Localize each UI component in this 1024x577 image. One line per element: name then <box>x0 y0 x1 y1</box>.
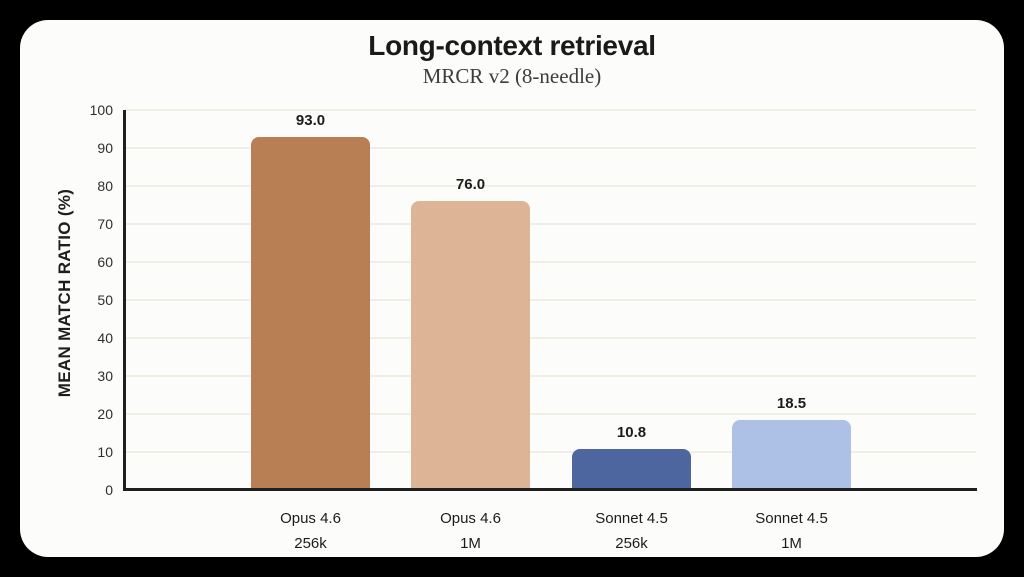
bar-value-label: 76.0 <box>455 176 486 194</box>
x-category-label: Sonnet 4.5 1M <box>712 506 872 556</box>
y-tick-label-40: 40 <box>97 330 113 346</box>
gridline-20 <box>125 413 976 415</box>
gridline-70 <box>125 223 976 225</box>
y-tick-label-100: 100 <box>89 102 113 118</box>
y-tick-label-80: 80 <box>97 178 113 194</box>
gridline-40 <box>125 337 976 339</box>
x-category-context-size: 1M <box>460 535 481 552</box>
x-axis-category-labels: Opus 4.6 256k Opus 4.6 1M Sonnet 4.5 256k Sonn… <box>125 506 976 556</box>
gridline-90 <box>125 147 976 149</box>
y-tick-label-20: 20 <box>97 406 113 422</box>
x-category-context-size: 1M <box>781 535 802 552</box>
y-tick-label-60: 60 <box>97 254 113 270</box>
bar-value-label: 10.8 <box>616 423 647 441</box>
bar-opus-4-6-1m <box>411 201 530 490</box>
gridline-50 <box>125 299 976 301</box>
y-tick-label-30: 30 <box>97 368 113 384</box>
gridline-60 <box>125 261 976 263</box>
y-axis-line <box>123 110 126 491</box>
x-axis-line <box>124 488 977 491</box>
bar-sonnet-4-5-1m <box>732 419 851 490</box>
y-axis-tick-labels: 0 10 20 30 40 50 60 70 80 90 100 <box>70 102 113 498</box>
gridline-80 <box>125 185 976 187</box>
x-category-label: Opus 4.6 1M <box>391 506 551 556</box>
y-tick-label-50: 50 <box>97 292 113 308</box>
bar-sonnet-4-5-256k <box>572 448 691 490</box>
chart-subtitle: MRCR v2 (8-needle) <box>422 64 602 88</box>
bar-opus-4-6-256k <box>251 136 370 490</box>
x-category-label: Sonnet 4.5 256k <box>552 506 712 556</box>
x-category-model-name: Opus 4.6 <box>440 510 501 527</box>
x-category-model-name: Sonnet 4.5 <box>755 510 828 527</box>
x-category-model-name: Opus 4.6 <box>280 510 341 527</box>
x-category-model-name: Sonnet 4.5 <box>595 510 668 527</box>
y-tick-label-70: 70 <box>97 216 113 232</box>
y-tick-label-90: 90 <box>97 140 113 156</box>
x-category-label: Opus 4.6 256k <box>231 506 391 556</box>
y-tick-label-10: 10 <box>97 444 113 460</box>
gridline-100 <box>125 109 976 111</box>
x-category-context-size: 256k <box>294 535 327 552</box>
chart-card: Long-context retrieval MRCR v2 (8-needle… <box>20 20 1004 557</box>
x-category-context-size: 256k <box>615 535 648 552</box>
gridline-30 <box>125 375 976 377</box>
y-tick-label-0: 0 <box>105 482 113 498</box>
gridline-10 <box>125 451 976 453</box>
bar-value-label: 18.5 <box>776 394 807 412</box>
plot-area: 93.0 76.0 10.8 18.5 <box>125 109 976 490</box>
chart-title: Long-context retrieval <box>368 30 656 61</box>
bar-value-label: 93.0 <box>295 111 326 129</box>
